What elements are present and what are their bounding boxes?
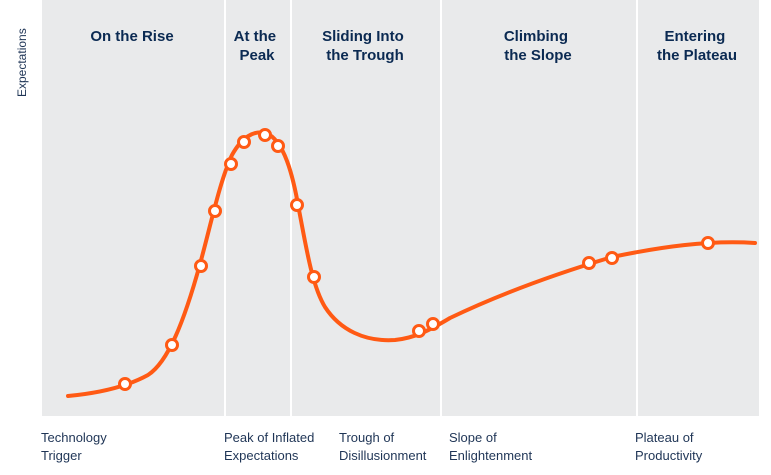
curve-marker — [412, 324, 426, 338]
stage-label-plateau-of-productivity: Plateau of Productivity — [635, 430, 703, 463]
curve-marker — [426, 317, 440, 331]
stage-label-peak-of-inflated-expectations: Peak of Inflated Expectations — [224, 430, 318, 463]
curve-marker — [194, 259, 208, 273]
curve-marker — [258, 128, 272, 142]
chart-background — [42, 0, 759, 416]
curve-marker — [237, 135, 251, 149]
curve-marker — [307, 270, 321, 284]
curve-marker — [118, 377, 132, 391]
curve-marker — [208, 204, 222, 218]
curve-marker — [165, 338, 179, 352]
phase-title-sliding-into-the-trough: Sliding Into the Trough — [322, 28, 408, 64]
curve-marker — [605, 251, 619, 265]
phase-title-at-the-peak: At the Peak — [234, 28, 281, 64]
phase-title-entering-the-plateau: Entering the Plateau — [657, 28, 737, 64]
hype-curve — [66, 130, 757, 398]
marker-group — [118, 128, 715, 391]
curve-marker — [582, 256, 596, 270]
stage-label-technology-trigger: Technology Trigger — [41, 430, 110, 463]
curve-marker — [271, 139, 285, 153]
y-axis-label: Expectations — [15, 28, 29, 97]
stage-label-trough-of-disillusionment: Trough of Disillusionment — [339, 430, 427, 463]
phase-title-on-the-rise: On the Rise — [90, 28, 173, 45]
curve-marker — [290, 198, 304, 212]
curve-marker — [224, 157, 238, 171]
stage-label-slope-of-enlightenment: Slope of Enlightenment — [449, 430, 532, 463]
phase-title-climbing-the-slope: Climbing the Slope — [504, 28, 572, 64]
curve-marker — [701, 236, 715, 250]
